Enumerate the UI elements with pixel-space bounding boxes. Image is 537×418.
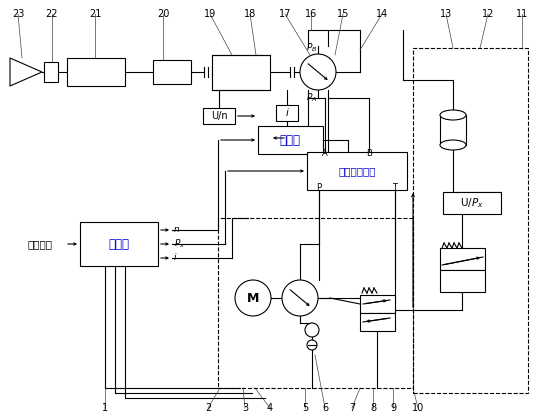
Text: 12: 12 xyxy=(482,9,494,19)
Bar xyxy=(218,218,413,388)
Text: 信号输入: 信号输入 xyxy=(28,239,53,249)
Text: U/n: U/n xyxy=(211,111,227,121)
Text: T: T xyxy=(393,184,397,193)
Bar xyxy=(440,248,485,270)
Text: 15: 15 xyxy=(337,9,349,19)
Circle shape xyxy=(307,340,317,350)
Bar xyxy=(360,313,395,331)
Text: 5: 5 xyxy=(302,403,308,413)
Polygon shape xyxy=(10,58,42,86)
Text: A: A xyxy=(322,150,328,158)
Text: U/$P_x$: U/$P_x$ xyxy=(460,196,484,210)
Text: 4: 4 xyxy=(267,403,273,413)
Bar xyxy=(258,126,323,154)
Bar xyxy=(440,270,485,292)
Text: 9: 9 xyxy=(390,403,396,413)
Text: 10: 10 xyxy=(412,403,424,413)
Circle shape xyxy=(305,323,319,337)
Text: 16: 16 xyxy=(305,9,317,19)
Text: M: M xyxy=(247,291,259,304)
Text: 21: 21 xyxy=(89,9,101,19)
Bar xyxy=(443,192,501,214)
Ellipse shape xyxy=(440,110,466,120)
Text: 3: 3 xyxy=(242,403,248,413)
Text: 17: 17 xyxy=(279,9,291,19)
Text: 11: 11 xyxy=(516,9,528,19)
Bar xyxy=(440,115,466,145)
Text: n: n xyxy=(174,225,180,234)
Text: $P_A$: $P_A$ xyxy=(306,92,318,104)
Text: P: P xyxy=(316,184,322,193)
Bar xyxy=(203,108,235,124)
Circle shape xyxy=(282,280,318,316)
Text: 8: 8 xyxy=(370,403,376,413)
Bar xyxy=(212,55,270,90)
Bar xyxy=(44,62,58,82)
Bar xyxy=(67,58,125,86)
Text: $P_B$: $P_B$ xyxy=(306,42,318,54)
Text: 控制器: 控制器 xyxy=(108,237,129,250)
Text: i: i xyxy=(286,108,288,118)
Bar xyxy=(80,222,158,266)
Ellipse shape xyxy=(440,140,466,150)
Bar xyxy=(153,60,191,84)
Bar xyxy=(307,152,407,190)
Text: 18: 18 xyxy=(244,9,256,19)
Text: 20: 20 xyxy=(157,9,169,19)
Circle shape xyxy=(235,280,271,316)
Text: 1: 1 xyxy=(102,403,108,413)
Text: 13: 13 xyxy=(440,9,452,19)
Bar xyxy=(276,105,298,121)
Text: 7: 7 xyxy=(349,403,355,413)
Circle shape xyxy=(300,54,336,90)
Text: $P_x$: $P_x$ xyxy=(174,238,185,250)
Text: 液压换向回路: 液压换向回路 xyxy=(338,166,376,176)
Text: 23: 23 xyxy=(12,9,24,19)
Bar xyxy=(360,295,395,313)
Text: i: i xyxy=(174,253,177,263)
Text: 变频器: 变频器 xyxy=(279,133,301,146)
Text: 14: 14 xyxy=(376,9,388,19)
Text: 19: 19 xyxy=(204,9,216,19)
Text: 22: 22 xyxy=(46,9,58,19)
Text: 2: 2 xyxy=(205,403,211,413)
Bar xyxy=(413,48,528,393)
Text: 6: 6 xyxy=(322,403,328,413)
Text: B: B xyxy=(366,150,372,158)
